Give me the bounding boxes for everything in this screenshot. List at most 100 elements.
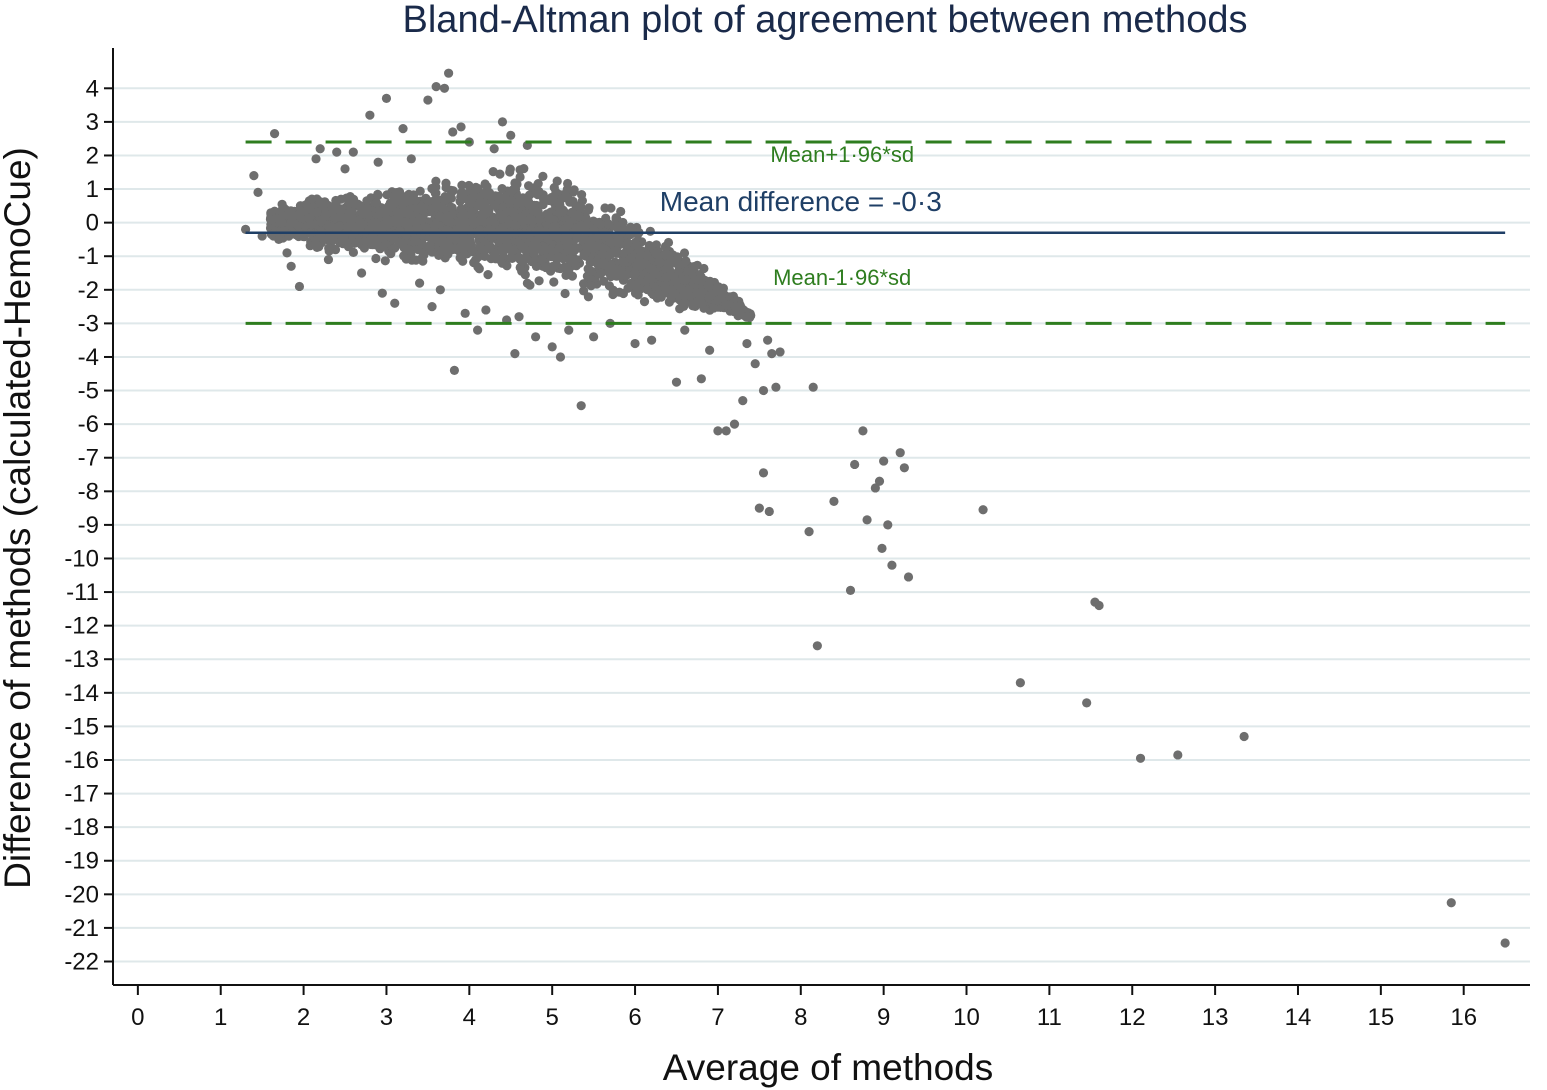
data-point	[269, 129, 280, 139]
cloud-point	[432, 201, 443, 211]
data-point	[808, 382, 818, 392]
cloud-point	[495, 169, 505, 179]
cloud-point	[572, 243, 583, 253]
x-tick-label: 1	[214, 1004, 227, 1031]
x-tick-label: 3	[380, 1004, 393, 1031]
cloud-point	[629, 270, 639, 280]
cloud-point	[327, 203, 337, 213]
cloud-point	[448, 186, 458, 196]
data-point	[758, 385, 769, 396]
x-tick-label: 0	[131, 1004, 144, 1031]
x-tick-label: 9	[877, 1004, 890, 1031]
cloud-point	[547, 252, 557, 262]
data-point	[589, 332, 599, 342]
cloud-point	[534, 186, 544, 196]
cloud-point	[592, 257, 602, 267]
cloud-point	[530, 236, 540, 246]
data-point	[531, 332, 541, 342]
cloud-point	[654, 257, 664, 267]
cloud-point	[549, 277, 559, 287]
cloud-point	[645, 226, 655, 236]
data-point	[286, 261, 296, 271]
cloud-point	[312, 207, 322, 218]
cloud-point	[506, 195, 516, 205]
cloud-point	[632, 240, 642, 250]
cloud-point	[639, 297, 650, 307]
cloud-point	[324, 246, 334, 256]
cloud-point	[371, 253, 381, 264]
cloud-point	[379, 222, 389, 232]
cloud-point	[458, 256, 468, 266]
data-point	[547, 342, 557, 352]
data-point	[829, 496, 839, 506]
cloud-point	[398, 191, 408, 201]
y-tick-label: -10	[64, 545, 99, 572]
cloud-point	[731, 302, 741, 312]
cloud-point	[569, 258, 579, 268]
cloud-point	[354, 237, 364, 247]
cloud-point	[622, 245, 632, 255]
data-point	[431, 82, 441, 92]
cloud-point	[486, 254, 496, 264]
data-point	[729, 419, 740, 429]
cloud-point	[441, 178, 451, 188]
cloud-point	[611, 271, 622, 281]
cloud-point	[293, 221, 303, 231]
cloud-point	[699, 263, 709, 274]
y-tick-label: -16	[64, 747, 99, 774]
cloud-point	[497, 184, 507, 194]
gridlines	[113, 87, 1530, 963]
cloud-point	[586, 281, 596, 291]
data-point	[764, 506, 774, 517]
data-point	[282, 248, 292, 258]
y-tick-label: 4	[86, 75, 99, 102]
cloud-point	[479, 246, 489, 256]
cloud-point	[564, 243, 575, 253]
cloud-point	[558, 253, 568, 264]
cloud-point	[636, 250, 646, 260]
cloud-point	[679, 291, 689, 301]
x-tick-label: 12	[1119, 1004, 1146, 1031]
y-axis-title: Difference of methods (calculated-HemoCu…	[0, 147, 38, 889]
data-point	[390, 298, 400, 308]
cloud-point	[523, 197, 534, 207]
cloud-point	[626, 253, 636, 264]
data-point	[899, 463, 909, 473]
data-point	[348, 147, 358, 157]
data-point	[680, 325, 690, 335]
cloud-point	[392, 207, 402, 217]
cloud-point	[405, 196, 415, 206]
data-point	[1446, 898, 1456, 908]
cloud-point	[431, 220, 441, 230]
cloud-point	[583, 205, 594, 215]
cloud-point	[616, 206, 626, 217]
cloud-point	[552, 176, 562, 186]
cloud-point	[504, 218, 514, 228]
cloud-point	[642, 284, 652, 295]
cloud-point	[660, 280, 670, 290]
x-tick-label: 15	[1367, 1004, 1394, 1031]
axes: 43210-1-2-3-4-5-6-7-8-9-10-11-12-13-14-1…	[64, 48, 1530, 1031]
data-point	[767, 349, 777, 359]
cloud-point	[362, 196, 372, 206]
cloud-point	[593, 218, 603, 228]
cloud-point	[373, 190, 383, 200]
cloud-point	[429, 185, 439, 195]
data-point	[294, 281, 305, 292]
data-point	[253, 187, 263, 198]
data-point	[647, 335, 657, 345]
cloud-point	[343, 242, 354, 252]
cloud-point	[334, 221, 344, 232]
cloud-point	[517, 266, 527, 276]
cloud-point	[537, 255, 547, 265]
lower-limit-label: Mean-1·96*sd	[773, 265, 911, 290]
cloud-point	[569, 185, 579, 195]
data-point	[771, 382, 781, 392]
cloud-point	[447, 203, 457, 213]
data-point	[415, 278, 425, 288]
data-point	[377, 288, 387, 298]
data-point	[870, 483, 880, 493]
cloud-point	[506, 246, 517, 256]
